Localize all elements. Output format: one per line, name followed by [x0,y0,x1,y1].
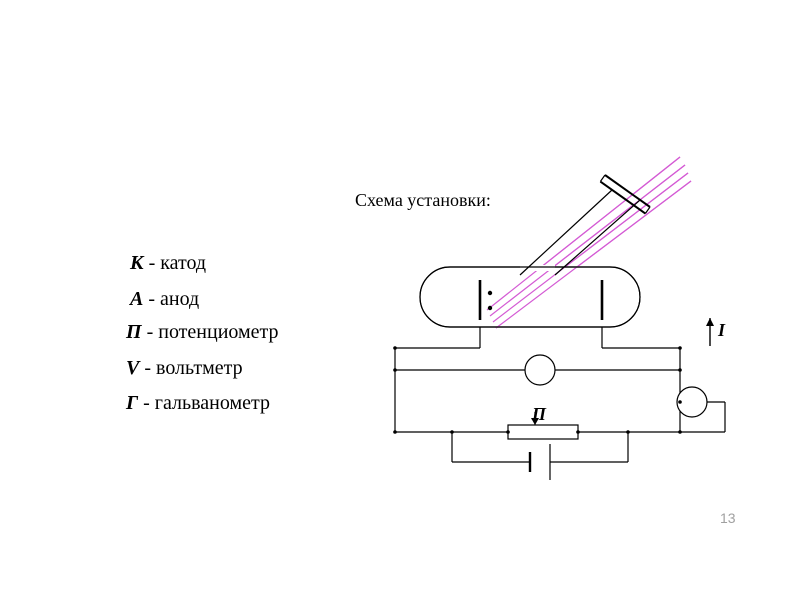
circuit-diagram [0,0,800,600]
